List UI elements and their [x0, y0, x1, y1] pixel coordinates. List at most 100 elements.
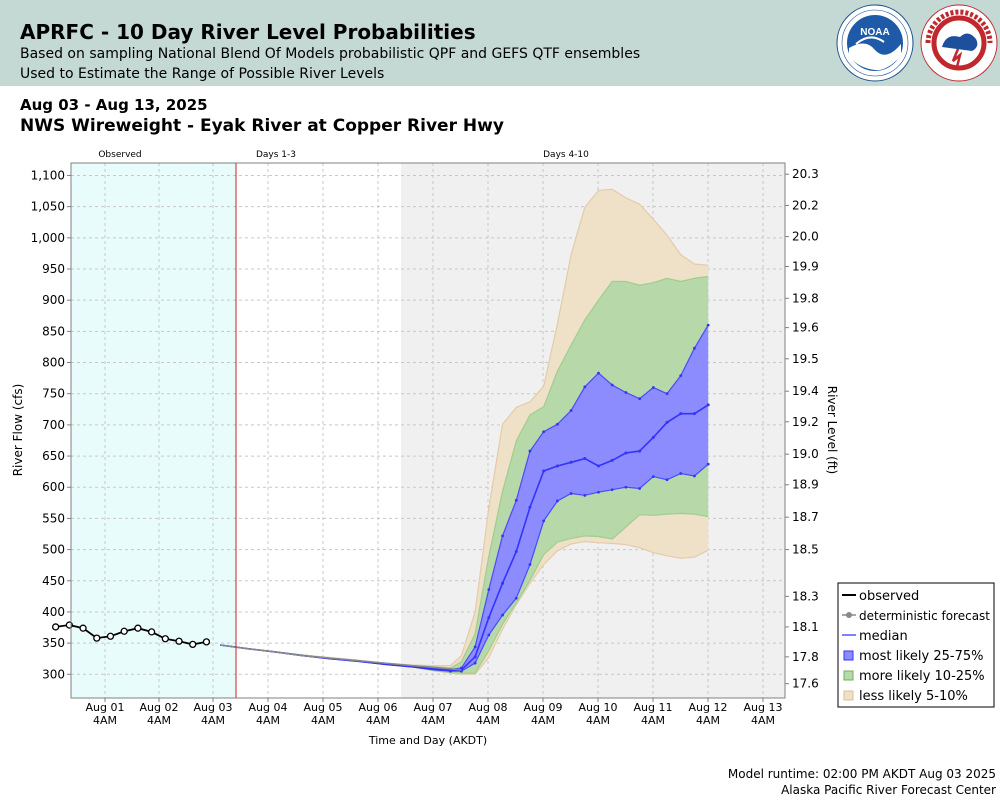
y-tick-label: 600 [42, 480, 65, 494]
page-title: APRFC - 10 Day River Level Probabilities [20, 20, 476, 44]
x-tick-label-time: 4AM [476, 714, 500, 727]
x-tick-label-time: 4AM [311, 714, 335, 727]
p25-point [651, 475, 655, 479]
y-tick-label: 650 [42, 449, 65, 463]
p75-point [706, 323, 710, 327]
x-tick-label-day: Aug 13 [744, 701, 783, 714]
x-tick-label-time: 4AM [751, 714, 775, 727]
y2-tick-label: 18.7 [792, 510, 819, 524]
legend-label: more likely 10-25% [859, 669, 985, 684]
p25-point [555, 499, 559, 503]
deterministic-line [220, 644, 462, 671]
region-bg-0 [71, 163, 236, 698]
y-tick-label: 950 [42, 262, 65, 276]
p75-point [487, 588, 491, 591]
y2-tick-label: 19.4 [792, 384, 819, 398]
x-tick-label-day: Aug 07 [414, 701, 453, 714]
y2-tick-label: 20.2 [792, 198, 819, 212]
x-tick-label-day: Aug 11 [634, 701, 673, 714]
legend-swatch [843, 690, 854, 701]
x-tick-label-time: 4AM [421, 714, 445, 727]
y2-tick-label: 20.0 [792, 230, 819, 244]
p25-point [501, 613, 504, 617]
p75-point [583, 385, 587, 389]
observed-point [189, 640, 197, 649]
median-point [679, 412, 683, 416]
p25-point [597, 490, 600, 494]
p75-point [542, 430, 546, 434]
x-tick-label-day: Aug 12 [689, 701, 728, 714]
x-tick-label-time: 4AM [531, 714, 555, 727]
median-point [555, 464, 559, 468]
p75-point [514, 498, 518, 502]
y2-tick-label: 19.5 [792, 352, 819, 366]
observed-point [161, 635, 169, 643]
y-tick-label: 800 [42, 356, 65, 370]
y2-tick-label: 19.0 [792, 447, 819, 461]
y2-tick-label: 18.3 [792, 589, 819, 603]
y-tick-label: 300 [42, 667, 65, 681]
x-tick-label-time: 4AM [93, 714, 117, 727]
observed-point [147, 628, 156, 636]
p25-point [542, 519, 546, 523]
model-runtime: Model runtime: 02:00 PM AKDT Aug 03 2025 [727, 767, 996, 781]
median-point [692, 412, 696, 416]
p25-point [473, 661, 477, 665]
median-point [597, 464, 600, 468]
median-point [651, 435, 655, 439]
y2-tick-label: 20.3 [792, 167, 819, 181]
x-tick-label-day: Aug 08 [469, 701, 508, 714]
legend-label: deterministic forecast [859, 609, 990, 623]
p75-point [610, 383, 614, 387]
median-point [501, 581, 505, 585]
observed-point [134, 624, 142, 632]
plot-border [70, 162, 786, 699]
y2-tick-label: 17.8 [792, 650, 819, 664]
page-subtitle-1: Based on sampling National Blend Of Mode… [20, 46, 641, 62]
y-tick-label: 400 [42, 605, 65, 619]
x-tick-label-day: Aug 02 [140, 701, 179, 714]
y-tick-label: 850 [42, 324, 65, 338]
legend-swatch-dot [846, 612, 852, 618]
x-axis-title: Time and Day (AKDT) [368, 734, 487, 747]
x-tick-label-time: 4AM [641, 714, 665, 727]
p25-point [528, 563, 532, 566]
band-more-likely-high [220, 276, 709, 670]
median-point [583, 457, 587, 461]
y-tick-label: 550 [42, 511, 65, 525]
median-point [569, 460, 573, 464]
y-tick-label: 700 [42, 418, 65, 432]
p25-point [638, 487, 642, 490]
noaa-logo: NOAA [836, 4, 914, 82]
p75-point [597, 371, 600, 375]
y-axis-title: River Flow (cfs) [11, 384, 25, 477]
p75-point [473, 645, 477, 649]
median-point [487, 616, 491, 620]
x-tick-label-time: 4AM [366, 714, 390, 727]
legend-swatch [843, 670, 854, 681]
x-tick-label-day: Aug 06 [359, 701, 398, 714]
p75-point [651, 386, 655, 389]
p25-point [665, 478, 669, 482]
region-label: Days 1-3 [256, 150, 296, 160]
x-tick-label-day: Aug 09 [524, 701, 563, 714]
p75-point [679, 374, 683, 378]
median-point [638, 449, 642, 453]
p25-point [514, 596, 518, 600]
p25-point [706, 462, 710, 466]
observed-point [202, 638, 211, 646]
legend-swatch [843, 650, 854, 661]
p75-point [460, 666, 463, 670]
p25-point [487, 633, 491, 637]
y2-tick-label: 18.9 [792, 478, 819, 492]
observed-point [106, 632, 115, 640]
region-bg-1 [236, 163, 401, 698]
p75-point [528, 449, 532, 453]
noaa-logo-text: NOAA [860, 27, 889, 38]
x-tick-label-day: Aug 03 [194, 701, 233, 714]
p25-point [693, 474, 696, 478]
station-name: NWS Wireweight - Eyak River at Copper Ri… [20, 116, 504, 136]
legend-label: observed [859, 589, 919, 604]
median-point [665, 420, 669, 424]
p75-point [638, 397, 642, 401]
